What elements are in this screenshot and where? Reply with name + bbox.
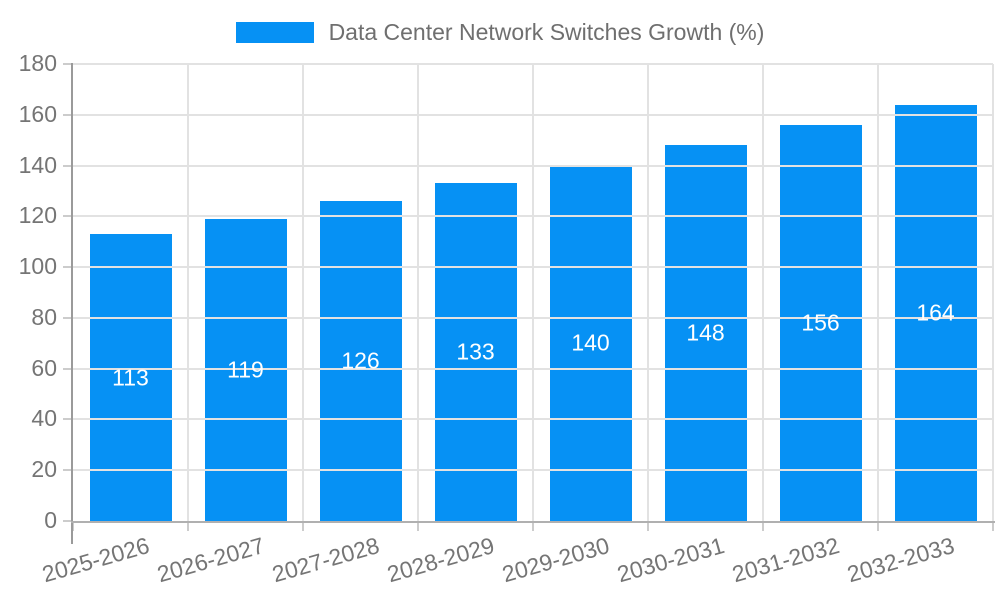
v-gridline <box>302 64 304 521</box>
bar-value-label: 133 <box>456 338 495 365</box>
bar[interactable] <box>319 201 402 521</box>
y-tick-label: 160 <box>18 100 57 127</box>
x-tick-mark <box>762 523 764 531</box>
y-tick-mark <box>63 63 73 65</box>
x-tick-label: 2025-2026 <box>38 532 152 588</box>
y-tick-mark <box>63 520 73 522</box>
chart-title: Data Center Network Switches Growth (%) <box>328 19 765 45</box>
y-tick-label: 40 <box>31 405 57 432</box>
x-tick-mark <box>302 523 304 531</box>
x-tick-label: 2030-2031 <box>613 532 727 588</box>
y-tick-mark <box>63 367 73 370</box>
v-gridline <box>762 64 764 521</box>
v-gridline <box>877 64 879 521</box>
x-tick-label: 2027-2028 <box>268 532 382 588</box>
legend-swatch <box>235 22 314 43</box>
x-tick-mark <box>72 523 74 531</box>
y-tick-mark <box>63 266 73 269</box>
v-gridline <box>187 64 189 521</box>
v-gridline <box>647 64 649 521</box>
bar[interactable] <box>894 104 977 521</box>
x-tick-label: 2029-2030 <box>498 532 612 588</box>
y-tick-label: 100 <box>18 253 57 280</box>
bar-value-label: 126 <box>341 347 380 374</box>
bar-value-label: 119 <box>227 356 264 383</box>
bar[interactable] <box>434 183 517 521</box>
v-gridline <box>532 64 534 521</box>
x-tick-mark <box>877 523 879 531</box>
bar[interactable] <box>549 165 632 521</box>
y-tick-mark <box>63 469 73 472</box>
y-tick-label: 140 <box>18 151 57 178</box>
x-tick-mark <box>187 523 189 531</box>
y-axis-line <box>71 63 73 544</box>
v-gridline <box>417 64 419 521</box>
y-tick-label: 120 <box>18 202 57 229</box>
bar[interactable] <box>89 234 172 521</box>
legend[interactable]: Data Center Network Switches Growth (%) <box>0 19 1000 46</box>
bar[interactable] <box>664 145 747 521</box>
bar[interactable] <box>779 124 862 521</box>
y-tick-label: 20 <box>31 456 57 483</box>
bar-value-label: 140 <box>571 329 610 356</box>
y-tick-mark <box>63 164 73 167</box>
x-tick-mark <box>647 523 649 531</box>
x-tick-mark <box>417 523 419 531</box>
bar-value-label: 156 <box>801 309 840 336</box>
bar-value-label: 164 <box>916 299 955 326</box>
x-tick-label: 2032-2033 <box>843 532 957 588</box>
x-tick-label: 2028-2029 <box>383 532 497 588</box>
bar-value-label: 148 <box>686 319 725 346</box>
y-tick-mark <box>63 316 73 319</box>
y-tick-label: 60 <box>31 354 57 381</box>
y-tick-label: 80 <box>31 303 57 330</box>
y-tick-label: 0 <box>44 507 57 533</box>
y-tick-label: 180 <box>18 50 57 76</box>
y-tick-mark <box>63 113 73 116</box>
x-tick-mark <box>532 523 534 531</box>
y-tick-mark <box>63 418 73 421</box>
x-axis-line <box>71 521 995 523</box>
x-tick-mark <box>992 523 994 531</box>
x-tick-label: 2031-2032 <box>728 532 842 588</box>
x-tick-label: 2026-2027 <box>153 532 267 588</box>
v-gridline <box>992 64 994 521</box>
bar-value-label: 113 <box>112 364 149 391</box>
y-tick-mark <box>63 215 73 218</box>
